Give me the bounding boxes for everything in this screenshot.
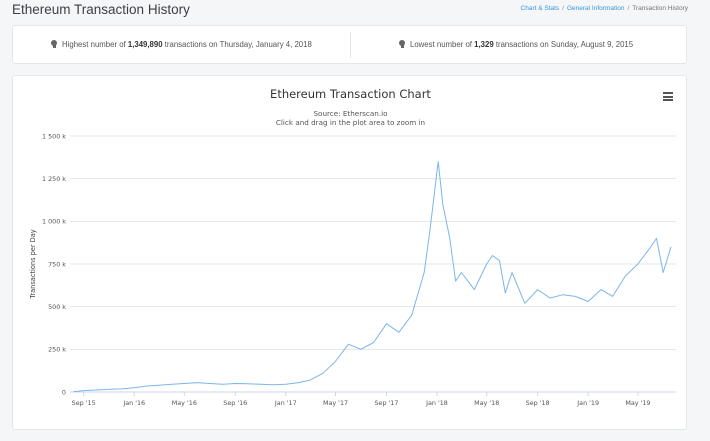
stats-divider: [350, 32, 351, 58]
x-tick-label: Sep '16: [223, 399, 247, 407]
y-tick-label: 250 k: [48, 346, 66, 354]
lightbulb-icon: [399, 40, 405, 48]
chart-zoom-hint: Click and drag in the plot area to zoom …: [275, 118, 426, 127]
chart-menu-button[interactable]: [663, 92, 673, 101]
breadcrumb: Chart & Stats / General Information / Transa…: [521, 5, 688, 12]
x-tick-label: Sep '15: [72, 399, 96, 407]
x-tick-label: May '16: [172, 399, 197, 407]
chart-plot[interactable]: 0 250 k 500 k 750 k 1 000 k 1 250 k 1 500 k Se…: [13, 76, 688, 431]
lowest-value: 1,329: [474, 40, 494, 49]
highest-prefix: Highest number of: [62, 40, 128, 49]
breadcrumb-current: Transaction History: [632, 5, 688, 12]
breadcrumb-separator: /: [562, 5, 564, 12]
breadcrumb-chart-stats[interactable]: Chart & Stats: [520, 5, 560, 12]
breadcrumb-separator: /: [627, 5, 630, 12]
x-tick-label: Sep '18: [526, 399, 550, 407]
x-tick-label: May '19: [625, 399, 650, 407]
page-title: Ethereum Transaction History: [12, 2, 190, 17]
lightbulb-icon: [51, 40, 57, 48]
highest-suffix: transactions on Thursday, January 4, 201…: [162, 40, 312, 49]
x-tick-label: Jan '17: [274, 399, 297, 407]
y-tick-label: 0: [62, 388, 66, 396]
lowest-stat: Lowest number of 1,329 transactions on S…: [399, 40, 633, 49]
x-tick-label: May '17: [323, 399, 348, 407]
x-tick-label: Sep '17: [374, 399, 398, 407]
stats-card: Highest number of 1,349,890 transactions…: [12, 25, 687, 64]
chart-card: Ethereum Transaction Chart Source: Ether…: [12, 75, 687, 430]
y-tick-label: 500 k: [48, 303, 66, 311]
y-tick-label: 1 250 k: [42, 175, 66, 183]
lowest-prefix: Lowest number of: [410, 40, 475, 49]
y-tick-label: 750 k: [48, 260, 66, 268]
chart-title: Ethereum Transaction Chart: [270, 87, 431, 101]
y-axis-label: Transactions per Day: [29, 229, 37, 299]
x-tick-label: May '18: [474, 399, 499, 407]
series-line: [73, 161, 672, 393]
y-tick-label: 1 500 k: [42, 132, 66, 140]
y-tick-label: 1 000 k: [42, 218, 66, 226]
lowest-suffix: transactions on Sunday, August 9, 2015: [493, 40, 634, 49]
x-tick-label: Jan '16: [122, 399, 145, 407]
breadcrumb-general-information[interactable]: General Information: [566, 5, 625, 12]
chart-subtitle: Source: Etherscan.io: [313, 109, 388, 118]
x-tick-label: Jan '18: [425, 399, 448, 407]
highest-value: 1,349,890: [127, 40, 163, 49]
highest-stat: Highest number of 1,349,890 transactions…: [51, 40, 312, 49]
x-tick-label: Jan '19: [576, 399, 599, 407]
